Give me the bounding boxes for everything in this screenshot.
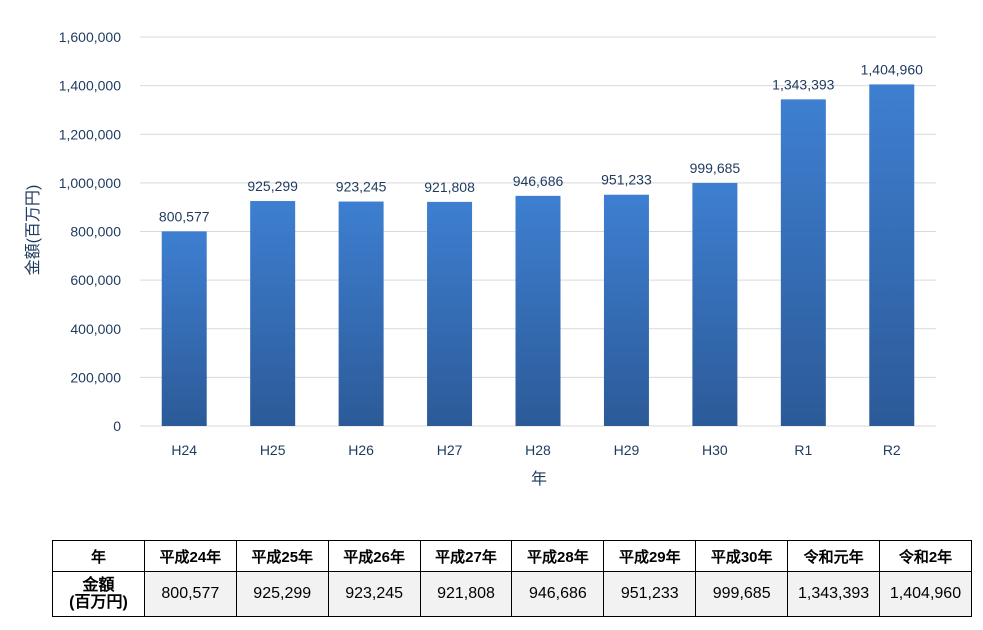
y-tick-label: 1,000,000 xyxy=(59,175,121,191)
y-tick-label: 800,000 xyxy=(70,224,121,240)
table-header-cell: 平成27年 xyxy=(419,540,513,572)
table-header-label: 年 xyxy=(52,540,145,572)
bars xyxy=(161,84,915,426)
data-label: 946,686 xyxy=(513,173,564,189)
y-axis-ticks: 0 200,000 400,000 600,000 800,000 1,000,000 1,… xyxy=(59,29,122,434)
table-value-cell: 951,233 xyxy=(603,571,697,617)
y-tick-label: 200,000 xyxy=(70,369,121,385)
bar xyxy=(869,84,915,426)
y-tick-label: 1,200,000 xyxy=(59,126,121,142)
table-value-cell: 999,685 xyxy=(695,571,789,617)
y-tick-label: 400,000 xyxy=(70,321,121,337)
bar xyxy=(161,231,207,426)
y-tick-label: 1,600,000 xyxy=(59,29,121,45)
x-tick-label: H30 xyxy=(702,442,728,458)
table-value-cell: 800,577 xyxy=(143,571,237,617)
x-tick-label: R1 xyxy=(794,442,812,458)
data-labels: 800,577 925,299 923,245 921,808 946,686 951,2… xyxy=(159,61,923,224)
bar xyxy=(603,194,649,426)
data-label: 1,404,960 xyxy=(861,61,923,77)
table-header-cell: 平成24年 xyxy=(143,540,237,572)
table-header-cell: 平成28年 xyxy=(511,540,605,572)
x-axis-ticks: H24 H25 H26 H27 H28 H29 H30 R1 R2 xyxy=(171,442,901,458)
data-label: 925,299 xyxy=(247,178,298,194)
data-label: 1,343,393 xyxy=(772,76,834,92)
data-label: 921,808 xyxy=(424,179,475,195)
data-label: 923,245 xyxy=(336,179,387,195)
y-tick-label: 1,400,000 xyxy=(59,78,121,94)
row-label-line1: 金額 xyxy=(82,577,115,594)
data-label: 999,685 xyxy=(690,160,741,176)
x-tick-label: H24 xyxy=(171,442,197,458)
x-tick-label: H27 xyxy=(437,442,463,458)
x-tick-label: H29 xyxy=(614,442,640,458)
data-table: 年 平成24年 平成25年 平成26年 平成27年 平成28年 平成29年 平成… xyxy=(52,540,972,617)
table-value-cell: 1,343,393 xyxy=(787,571,881,617)
data-label: 800,577 xyxy=(159,208,210,224)
table-header-cell: 平成26年 xyxy=(327,540,421,572)
bar xyxy=(427,201,473,426)
bar xyxy=(692,182,738,426)
bar xyxy=(250,201,296,426)
table-header-row: 年 平成24年 平成25年 平成26年 平成27年 平成28年 平成29年 平成… xyxy=(52,540,972,572)
y-tick-label: 600,000 xyxy=(70,272,121,288)
x-tick-label: R2 xyxy=(883,442,901,458)
table-value-cell: 921,808 xyxy=(419,571,513,617)
bar xyxy=(338,201,384,426)
table-value-row: 金額 (百万円) 800,577 925,299 923,245 921,808 … xyxy=(52,571,972,617)
table-header-cell: 令和元年 xyxy=(787,540,881,572)
x-tick-label: H25 xyxy=(260,442,286,458)
table-value-cell: 1,404,960 xyxy=(879,571,972,617)
x-tick-label: H28 xyxy=(525,442,551,458)
y-tick-label: 0 xyxy=(113,418,121,434)
bar-chart: 0 200,000 400,000 600,000 800,000 1,000,000 1,… xyxy=(24,29,936,488)
table-header-cell: 平成29年 xyxy=(603,540,697,572)
table-value-cell: 925,299 xyxy=(235,571,329,617)
x-tick-label: H26 xyxy=(348,442,374,458)
bar xyxy=(780,99,826,426)
y-axis-title: 金額(百万円) xyxy=(24,185,42,276)
table-row-label: 金額 (百万円) xyxy=(52,571,145,617)
table-header-cell: 平成30年 xyxy=(695,540,789,572)
table-header-cell: 平成25年 xyxy=(235,540,329,572)
table-value-cell: 923,245 xyxy=(327,571,421,617)
table-value-cell: 946,686 xyxy=(511,571,605,617)
bar xyxy=(515,195,561,426)
row-label-line2: (百万円) xyxy=(69,594,128,611)
data-label: 951,233 xyxy=(601,172,652,188)
table-header-cell: 令和2年 xyxy=(879,540,972,572)
x-axis-title: 年 xyxy=(531,470,547,488)
